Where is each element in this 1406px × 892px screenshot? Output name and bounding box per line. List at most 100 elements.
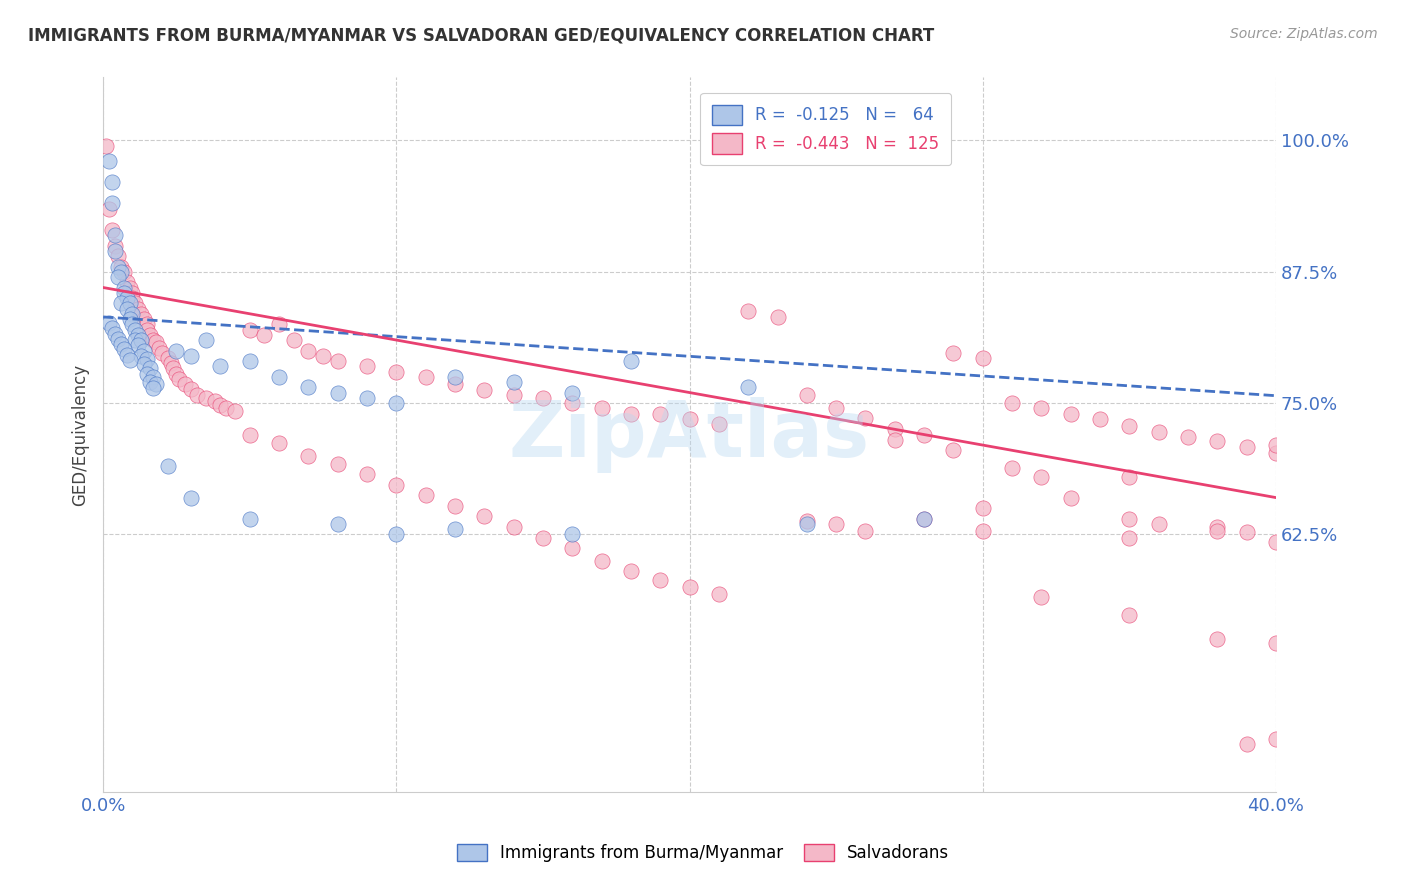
- Point: [110, 260, 132, 274]
- Point: [136, 351, 159, 366]
- Point: [112, 280, 135, 294]
- Point: [142, 381, 165, 395]
- Point: [124, 333, 146, 347]
- Point: [942, 443, 965, 458]
- Point: [855, 524, 877, 539]
- Point: [912, 427, 935, 442]
- Point: [150, 345, 173, 359]
- Point: [134, 343, 156, 358]
- Point: [209, 359, 232, 374]
- Point: [326, 457, 349, 471]
- Point: [129, 333, 152, 347]
- Point: [1088, 412, 1111, 426]
- Point: [107, 332, 129, 346]
- Point: [156, 459, 179, 474]
- Point: [912, 511, 935, 525]
- Point: [121, 291, 143, 305]
- Point: [107, 270, 129, 285]
- Point: [104, 326, 127, 341]
- Text: IMMIGRANTS FROM BURMA/MYANMAR VS SALVADORAN GED/EQUIVALENCY CORRELATION CHART: IMMIGRANTS FROM BURMA/MYANMAR VS SALVADO…: [28, 27, 935, 45]
- Point: [129, 307, 152, 321]
- Legend: Immigrants from Burma/Myanmar, Salvadorans: Immigrants from Burma/Myanmar, Salvadora…: [449, 836, 957, 871]
- Point: [186, 387, 208, 401]
- Point: [139, 327, 162, 342]
- Point: [796, 514, 818, 528]
- Point: [415, 369, 437, 384]
- Point: [209, 398, 232, 412]
- Point: [194, 391, 217, 405]
- Point: [444, 377, 467, 392]
- Point: [472, 509, 495, 524]
- Point: [174, 377, 197, 392]
- Point: [1118, 419, 1140, 434]
- Point: [165, 367, 187, 381]
- Point: [101, 176, 124, 190]
- Point: [115, 275, 138, 289]
- Point: [591, 401, 613, 416]
- Point: [1118, 608, 1140, 623]
- Point: [678, 580, 700, 594]
- Point: [253, 327, 276, 342]
- Point: [98, 316, 121, 330]
- Point: [972, 351, 994, 365]
- Point: [825, 401, 848, 416]
- Point: [112, 265, 135, 279]
- Point: [737, 303, 759, 318]
- Point: [356, 391, 378, 405]
- Point: [444, 369, 467, 384]
- Point: [159, 356, 181, 370]
- Text: ZipAtlas: ZipAtlas: [509, 397, 870, 473]
- Point: [561, 396, 583, 410]
- Point: [115, 348, 138, 362]
- Point: [180, 383, 202, 397]
- Point: [1118, 469, 1140, 483]
- Point: [1206, 434, 1229, 448]
- Point: [267, 369, 290, 384]
- Point: [707, 417, 730, 431]
- Point: [1031, 469, 1053, 483]
- Point: [796, 516, 818, 531]
- Point: [1001, 461, 1024, 475]
- Point: [239, 511, 262, 525]
- Point: [650, 573, 672, 587]
- Point: [107, 260, 129, 274]
- Point: [104, 238, 127, 252]
- Point: [110, 337, 132, 351]
- Point: [326, 516, 349, 531]
- Point: [415, 488, 437, 502]
- Point: [591, 553, 613, 567]
- Point: [326, 385, 349, 400]
- Point: [312, 349, 335, 363]
- Point: [1177, 430, 1199, 444]
- Point: [1265, 446, 1288, 460]
- Point: [561, 385, 583, 400]
- Point: [1031, 401, 1053, 416]
- Point: [136, 318, 159, 332]
- Point: [104, 227, 127, 242]
- Point: [239, 322, 262, 336]
- Point: [356, 467, 378, 482]
- Y-axis label: GED/Equivalency: GED/Equivalency: [72, 364, 89, 506]
- Point: [239, 354, 262, 368]
- Point: [620, 407, 643, 421]
- Point: [127, 301, 149, 316]
- Point: [112, 285, 135, 300]
- Point: [121, 318, 143, 332]
- Point: [94, 138, 117, 153]
- Point: [1001, 396, 1024, 410]
- Point: [1206, 524, 1229, 539]
- Point: [139, 361, 162, 376]
- Point: [118, 296, 141, 310]
- Point: [107, 249, 129, 263]
- Point: [1265, 732, 1288, 747]
- Point: [502, 375, 524, 389]
- Point: [883, 433, 905, 447]
- Point: [883, 422, 905, 436]
- Point: [118, 312, 141, 326]
- Point: [267, 436, 290, 450]
- Point: [118, 280, 141, 294]
- Point: [267, 318, 290, 332]
- Point: [855, 410, 877, 425]
- Point: [121, 285, 143, 300]
- Point: [239, 427, 262, 442]
